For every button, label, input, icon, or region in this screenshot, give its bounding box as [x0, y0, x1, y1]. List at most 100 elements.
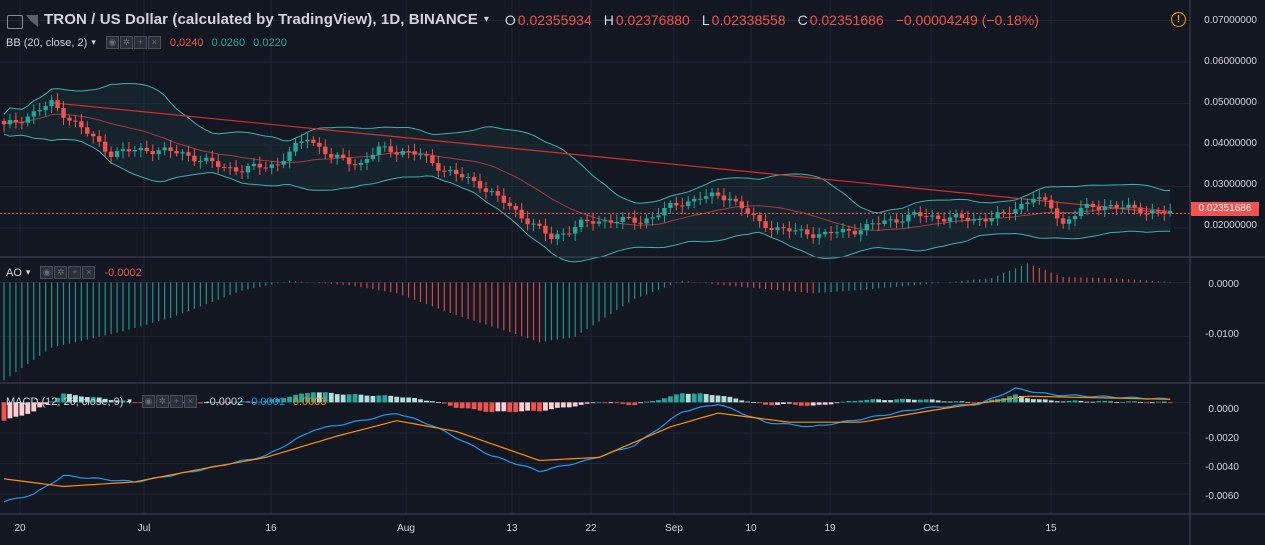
candle-body	[965, 217, 971, 221]
macd-hist-bar	[870, 399, 876, 403]
candle-body	[186, 152, 191, 156]
gear-icon[interactable]: ✲	[119, 36, 133, 49]
candle-body	[1001, 212, 1006, 214]
macd-hist-bar	[1078, 400, 1084, 403]
bb-legend: BB (20, close, 2) ▾ ◉ ✲ + × 0.0240 0.0260 0…	[6, 36, 287, 49]
candle-body	[1078, 207, 1084, 217]
macd-hist-bar	[816, 402, 822, 405]
chevron-down-icon[interactable]: ▾	[25, 267, 31, 277]
eye-icon[interactable]: ◉	[141, 395, 155, 408]
candle-body	[632, 217, 637, 223]
macd-hist-bar	[923, 399, 929, 403]
macd-hist-bar	[37, 402, 43, 408]
gear-icon[interactable]: ✲	[54, 266, 68, 279]
macd-hist-bar	[340, 394, 346, 403]
candle-body	[930, 215, 935, 217]
candle-body	[596, 221, 602, 224]
macd-hist-bar	[644, 401, 649, 403]
macd-hist-bar	[543, 402, 548, 411]
ao-value: -0.0002	[104, 266, 142, 279]
macd-hist-bar	[352, 394, 358, 403]
macd-lines	[3, 387, 1171, 503]
candle-body	[763, 221, 768, 229]
candle-body	[578, 219, 584, 228]
macd-name[interactable]: MACD (12, 26, close, 9)	[6, 395, 124, 408]
macd-hist-bar	[519, 402, 525, 412]
macd-line-value: 0.0001	[251, 395, 285, 408]
candle-body	[906, 214, 911, 222]
macd-hist-bar	[453, 402, 459, 408]
close-icon[interactable]: ×	[183, 395, 197, 408]
macd-hist-bar	[19, 402, 25, 416]
macd-hist-bar	[745, 401, 751, 403]
chevron-down-icon[interactable]: ▾	[91, 37, 96, 47]
candle-body	[573, 227, 578, 234]
candle-body	[537, 223, 542, 226]
macd-hist-bar	[691, 393, 697, 403]
plus-icon[interactable]: +	[68, 266, 82, 279]
macd-hist-bar	[668, 396, 673, 403]
eye-icon[interactable]: ◉	[105, 36, 119, 49]
candle-body	[323, 146, 328, 155]
bb-name[interactable]: BB (20, close, 2)	[6, 36, 88, 49]
candle-body	[400, 151, 405, 155]
ohlc-value: 0.02376880	[615, 11, 690, 28]
trendline[interactable]	[0, 102, 1190, 215]
macd-hist-bar	[840, 401, 846, 403]
candle-body	[822, 231, 828, 235]
candle-body	[733, 198, 739, 202]
macd-hist-bar	[257, 401, 263, 403]
macd-hist-bar	[382, 395, 388, 403]
candle-body	[150, 150, 155, 155]
macd-hist-bar	[632, 402, 638, 406]
plus-icon[interactable]: +	[133, 36, 147, 49]
candle-body	[73, 120, 78, 122]
candle-body	[180, 152, 185, 154]
warning-icon[interactable]: !	[1171, 12, 1186, 27]
macd-hist-bar	[1, 402, 7, 421]
signal-line	[3, 395, 1171, 488]
plus-icon[interactable]: +	[169, 395, 183, 408]
candle-body	[25, 116, 30, 123]
macd-hist-bar	[858, 400, 864, 403]
candle-body	[680, 205, 685, 207]
candle-body	[471, 177, 477, 182]
close-icon[interactable]: ×	[82, 266, 96, 279]
eye-icon[interactable]: ◉	[40, 266, 54, 279]
macd-hist-bar	[685, 393, 691, 403]
macd-hist-bar	[590, 402, 596, 404]
close-icon[interactable]: ×	[147, 36, 161, 49]
macd-hist-bar	[477, 402, 483, 411]
chevron-down-icon[interactable]: ▾	[127, 396, 132, 406]
candle-body	[721, 195, 727, 201]
gear-icon[interactable]: ✲	[155, 395, 169, 408]
candle-body	[816, 234, 822, 238]
candle-body	[388, 146, 393, 153]
macd-hist-bar	[388, 395, 394, 403]
chevron-down-icon[interactable]: ▾	[483, 14, 489, 25]
macd-hist-bar	[608, 402, 614, 404]
symbol-title[interactable]: TRON / US Dollar (calculated by TradingV…	[44, 11, 478, 28]
candle-body	[311, 139, 316, 143]
macd-hist-bar	[287, 396, 292, 403]
candle-body	[1156, 210, 1161, 212]
candle-body	[174, 150, 179, 154]
time-axis-label: Oct	[923, 523, 939, 534]
candle-body	[852, 230, 858, 235]
macd-hist-bar	[120, 400, 126, 403]
candle-body	[656, 215, 661, 218]
macd-hist-bar	[810, 402, 816, 406]
ao-name[interactable]: AO	[6, 266, 22, 279]
candle-body	[793, 230, 798, 232]
candle-body	[204, 157, 209, 161]
macd-hist-bar	[852, 400, 858, 403]
bb-basis-value: 0.0240	[169, 36, 204, 49]
candle-body	[1108, 205, 1113, 207]
macd-hist-bar	[941, 401, 947, 403]
ohlc-key: L	[701, 11, 710, 28]
candle-body	[567, 233, 572, 235]
time-axis-label: 15	[1045, 523, 1057, 534]
time-axis-label: 22	[585, 523, 597, 534]
macd-hist-bar	[1072, 400, 1078, 403]
